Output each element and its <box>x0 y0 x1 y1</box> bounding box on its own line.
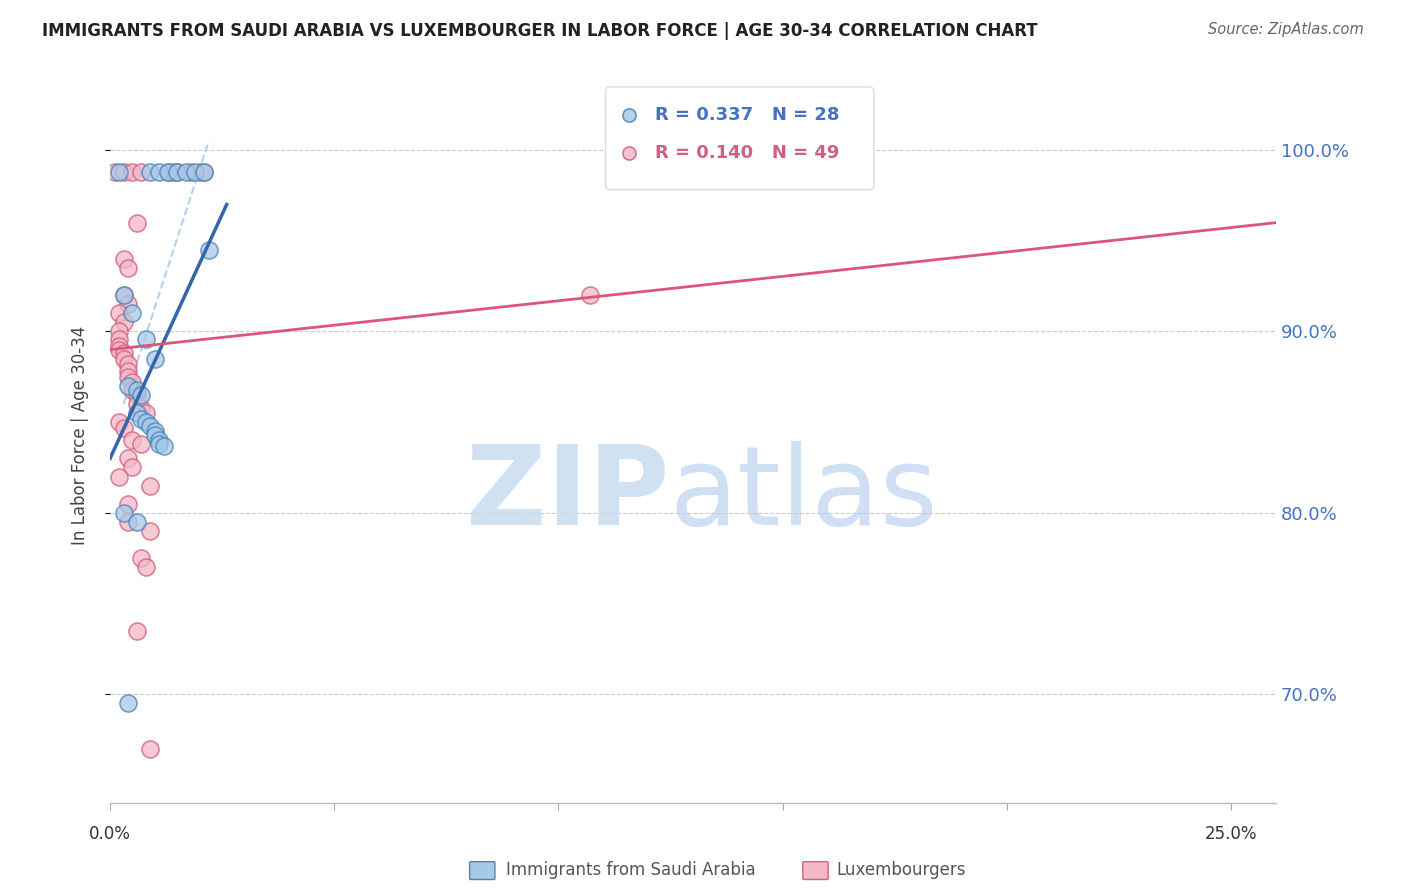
Point <box>112 252 135 266</box>
Point <box>139 418 162 433</box>
Text: R = 0.337   N = 28: R = 0.337 N = 28 <box>655 106 839 124</box>
Point <box>108 325 131 339</box>
Text: 25.0%: 25.0% <box>1205 825 1257 843</box>
Point <box>108 339 131 353</box>
Point <box>117 297 139 311</box>
Point <box>112 506 135 520</box>
Point <box>135 332 157 346</box>
Text: 0.0%: 0.0% <box>89 825 131 843</box>
Point <box>139 165 162 179</box>
Point <box>148 165 170 179</box>
Text: R = 0.140   N = 49: R = 0.140 N = 49 <box>655 144 839 162</box>
Point <box>112 346 135 360</box>
Point <box>193 165 215 179</box>
Point <box>579 288 602 302</box>
Text: atlas: atlas <box>669 441 938 548</box>
Point <box>121 376 143 390</box>
Text: Source: ZipAtlas.com: Source: ZipAtlas.com <box>1208 22 1364 37</box>
Point <box>117 497 139 511</box>
Point <box>135 415 157 429</box>
Point <box>131 401 153 415</box>
Point <box>162 165 184 179</box>
Point <box>131 551 153 566</box>
Point <box>125 383 148 397</box>
Point <box>117 357 139 371</box>
Point <box>176 165 198 179</box>
Point <box>157 165 180 179</box>
Point <box>143 351 166 366</box>
Point <box>112 165 135 179</box>
Point <box>135 406 157 420</box>
Point <box>125 624 148 638</box>
Point <box>108 332 131 346</box>
Point <box>148 434 170 448</box>
Point <box>197 243 219 257</box>
Point <box>117 369 139 384</box>
Point <box>143 427 166 442</box>
Point <box>108 165 131 179</box>
Point <box>180 165 202 179</box>
Point <box>117 451 139 466</box>
Point <box>103 165 125 179</box>
Point <box>166 165 188 179</box>
Point <box>125 397 148 411</box>
Point <box>108 306 131 320</box>
Text: ZIP: ZIP <box>467 441 669 548</box>
Point <box>121 383 143 397</box>
Point <box>112 351 135 366</box>
Point <box>131 411 153 425</box>
Point <box>108 469 131 483</box>
Point <box>108 343 131 357</box>
Point <box>108 415 131 429</box>
Text: Immigrants from Saudi Arabia: Immigrants from Saudi Arabia <box>506 861 756 879</box>
Point <box>148 437 170 451</box>
Point <box>125 515 148 529</box>
Point <box>125 388 148 402</box>
Point <box>112 288 135 302</box>
Point <box>131 388 153 402</box>
Point <box>193 165 215 179</box>
Point <box>117 379 139 393</box>
Point <box>112 288 135 302</box>
Point <box>135 560 157 574</box>
Point <box>188 165 211 179</box>
FancyBboxPatch shape <box>606 87 873 190</box>
Point <box>143 424 166 438</box>
Point <box>166 165 188 179</box>
Point <box>117 260 139 275</box>
Point <box>131 165 153 179</box>
Point <box>121 165 143 179</box>
Text: IMMIGRANTS FROM SAUDI ARABIA VS LUXEMBOURGER IN LABOR FORCE | AGE 30-34 CORRELAT: IMMIGRANTS FROM SAUDI ARABIA VS LUXEMBOU… <box>42 22 1038 40</box>
Point <box>131 437 153 451</box>
Text: Luxembourgers: Luxembourgers <box>837 861 966 879</box>
Point <box>184 165 207 179</box>
Point <box>139 524 162 538</box>
Point <box>153 439 176 453</box>
Point <box>117 696 139 710</box>
Point <box>125 216 148 230</box>
Point <box>112 420 135 434</box>
Point <box>121 460 143 475</box>
Point <box>112 315 135 329</box>
Point <box>117 515 139 529</box>
Point <box>139 478 162 492</box>
Point <box>157 165 180 179</box>
Point <box>139 741 162 756</box>
Y-axis label: In Labor Force | Age 30-34: In Labor Force | Age 30-34 <box>72 326 89 545</box>
Point <box>121 434 143 448</box>
Point <box>117 364 139 378</box>
Point <box>125 406 148 420</box>
Point <box>121 306 143 320</box>
